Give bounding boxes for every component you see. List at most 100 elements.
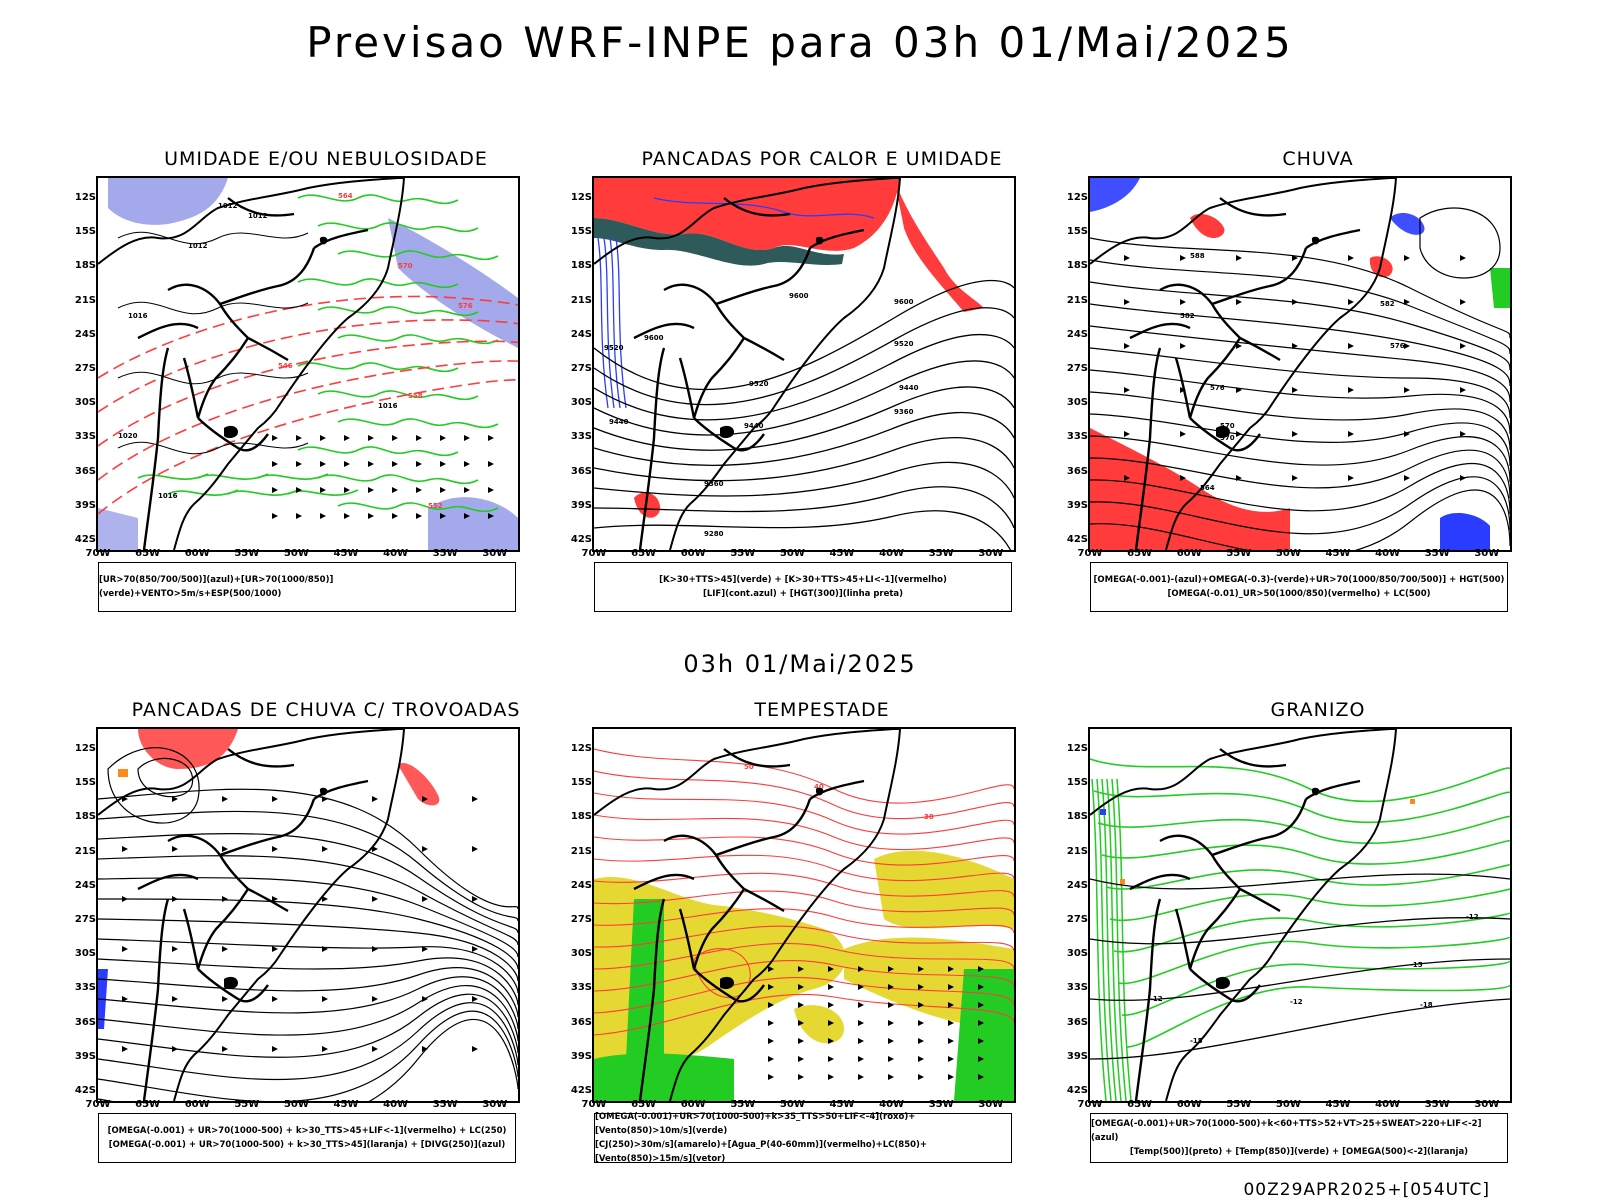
longitude-label: 40W — [383, 1099, 409, 1110]
longitude-label: 55W — [234, 1099, 260, 1110]
wind-area-green — [594, 1053, 734, 1101]
longitude-label: 45W — [333, 1099, 359, 1110]
longitude-label: 50W — [1275, 548, 1301, 559]
longitude-label: 40W — [1375, 1099, 1401, 1110]
coastline — [594, 178, 902, 550]
streamline-arrow — [322, 846, 328, 852]
streamline-arrow — [1404, 343, 1410, 349]
legend-box: [UR>70(850/700/500)](azul)+[UR>70(1000/8… — [98, 562, 516, 612]
streamline-arrow — [798, 1056, 804, 1062]
map-canvas: -12 -15 -18 -12 -15 -12 — [1090, 729, 1510, 1101]
contour-label: 9360 — [894, 408, 914, 416]
streamline-black — [1090, 237, 1510, 339]
rain-area-red — [1090, 428, 1290, 550]
longitude-label: 65W — [631, 548, 657, 559]
streamline-black — [1090, 476, 1510, 535]
contour-label: 9520 — [749, 380, 769, 388]
streamline-arrow — [948, 1038, 954, 1044]
contour-label: -15 — [1410, 961, 1423, 969]
country-border — [633, 322, 695, 340]
longitude-label: 65W — [135, 1099, 161, 1110]
streamline-arrow — [978, 1002, 984, 1008]
country-border — [247, 887, 289, 913]
longitude-label: 50W — [1275, 1099, 1301, 1110]
streamline-arrow — [1292, 475, 1298, 481]
streamline-arrow — [888, 984, 894, 990]
contour-label: 9600 — [894, 298, 914, 306]
streamline-black — [1090, 325, 1510, 403]
streamline-arrow — [1236, 431, 1242, 437]
streamline-arrow — [422, 946, 428, 952]
streamline-arrow — [422, 896, 428, 902]
thunder-area-red — [398, 763, 440, 806]
latitude-label: 21S — [74, 845, 96, 857]
latitude-label: 24S — [74, 879, 96, 891]
latitude-label: 21S — [570, 294, 592, 306]
latitude-label: 36S — [1066, 1016, 1088, 1028]
streamline-arrow — [272, 846, 278, 852]
humidity-contour-green — [317, 390, 479, 401]
latitude-label: 30S — [74, 948, 96, 960]
map-frame: 1012 1012 1016 1020 1016 564 570 576 558 552 546 10… — [96, 176, 520, 552]
country-border — [313, 228, 369, 249]
country-border — [1211, 247, 1308, 306]
contour-label: 9600 — [644, 334, 664, 342]
country-border — [1159, 283, 1241, 339]
streamline-arrow — [1180, 255, 1186, 261]
streamline-black — [1419, 207, 1501, 279]
map-canvas: 1012 1012 1016 1020 1016 564 570 576 558 552 546 10… — [98, 178, 518, 550]
contour-label: 546 — [278, 362, 293, 370]
streamline-black — [98, 918, 518, 982]
coastline — [1090, 178, 1398, 550]
streamline-arrow — [918, 1020, 924, 1026]
contour-label: 570 — [1220, 434, 1235, 442]
latitude-label: 24S — [1066, 328, 1088, 340]
streamline-arrow — [1292, 387, 1298, 393]
latitude-label: 42S — [74, 1085, 96, 1096]
streamline-arrow — [368, 461, 374, 467]
latitude-label: 21S — [1066, 845, 1088, 857]
streamline-arrow — [1404, 299, 1410, 305]
streamline-arrow — [768, 966, 774, 972]
omega-area-orange — [1120, 879, 1125, 884]
humidity-contour-green — [297, 446, 459, 457]
legend-text: [OMEGA(-0.001) + UR>70(1000-500) + k>30_… — [107, 1126, 507, 1136]
streamline-arrow — [320, 513, 326, 519]
thunder-area-orange — [118, 769, 128, 777]
rain-area-green — [1490, 268, 1510, 308]
jet-area-yellow — [874, 850, 1014, 929]
streamline-arrow — [948, 1020, 954, 1026]
streamline-black — [1090, 462, 1510, 515]
streamline-black — [137, 757, 194, 798]
contour-label: -12 — [1150, 995, 1163, 1003]
streamline-arrow — [272, 1046, 278, 1052]
latitude-label: 33S — [1066, 431, 1088, 443]
lifted-index-contour-blue — [615, 237, 627, 409]
streamline-black — [98, 938, 518, 994]
precipitable-water-contour-red — [594, 959, 1014, 992]
longitude-label: 65W — [1127, 548, 1153, 559]
country-border — [692, 888, 746, 970]
streamline-arrow — [768, 1038, 774, 1044]
contour-label: 564 — [1200, 484, 1215, 492]
country-border — [715, 798, 812, 857]
latitude-label: 21S — [570, 845, 592, 857]
streamline-arrow — [1236, 475, 1242, 481]
pressure-contour-black — [117, 231, 309, 245]
temp850-contour-green — [1106, 778, 1122, 1101]
lagoon — [319, 236, 328, 245]
longitude-label: 70W — [1077, 548, 1103, 559]
contour-label: 9520 — [604, 344, 624, 352]
legend-box: [OMEGA(-0.001)+UR>70(1000-500)+k<60+TTS>… — [1090, 1113, 1508, 1163]
panel-title: CHUVA — [1282, 148, 1354, 170]
coastline — [98, 178, 406, 550]
precipitable-water-contour-red — [594, 814, 1014, 851]
streamline-arrow — [888, 1020, 894, 1026]
instability-area-red — [894, 178, 984, 312]
latitude-label: 27S — [570, 363, 592, 374]
lagoon — [224, 425, 238, 439]
streamline-arrow — [828, 984, 834, 990]
longitude-label: 70W — [1077, 1099, 1103, 1110]
latitude-label: 12S — [570, 192, 592, 203]
streamline-arrow — [1460, 255, 1466, 261]
